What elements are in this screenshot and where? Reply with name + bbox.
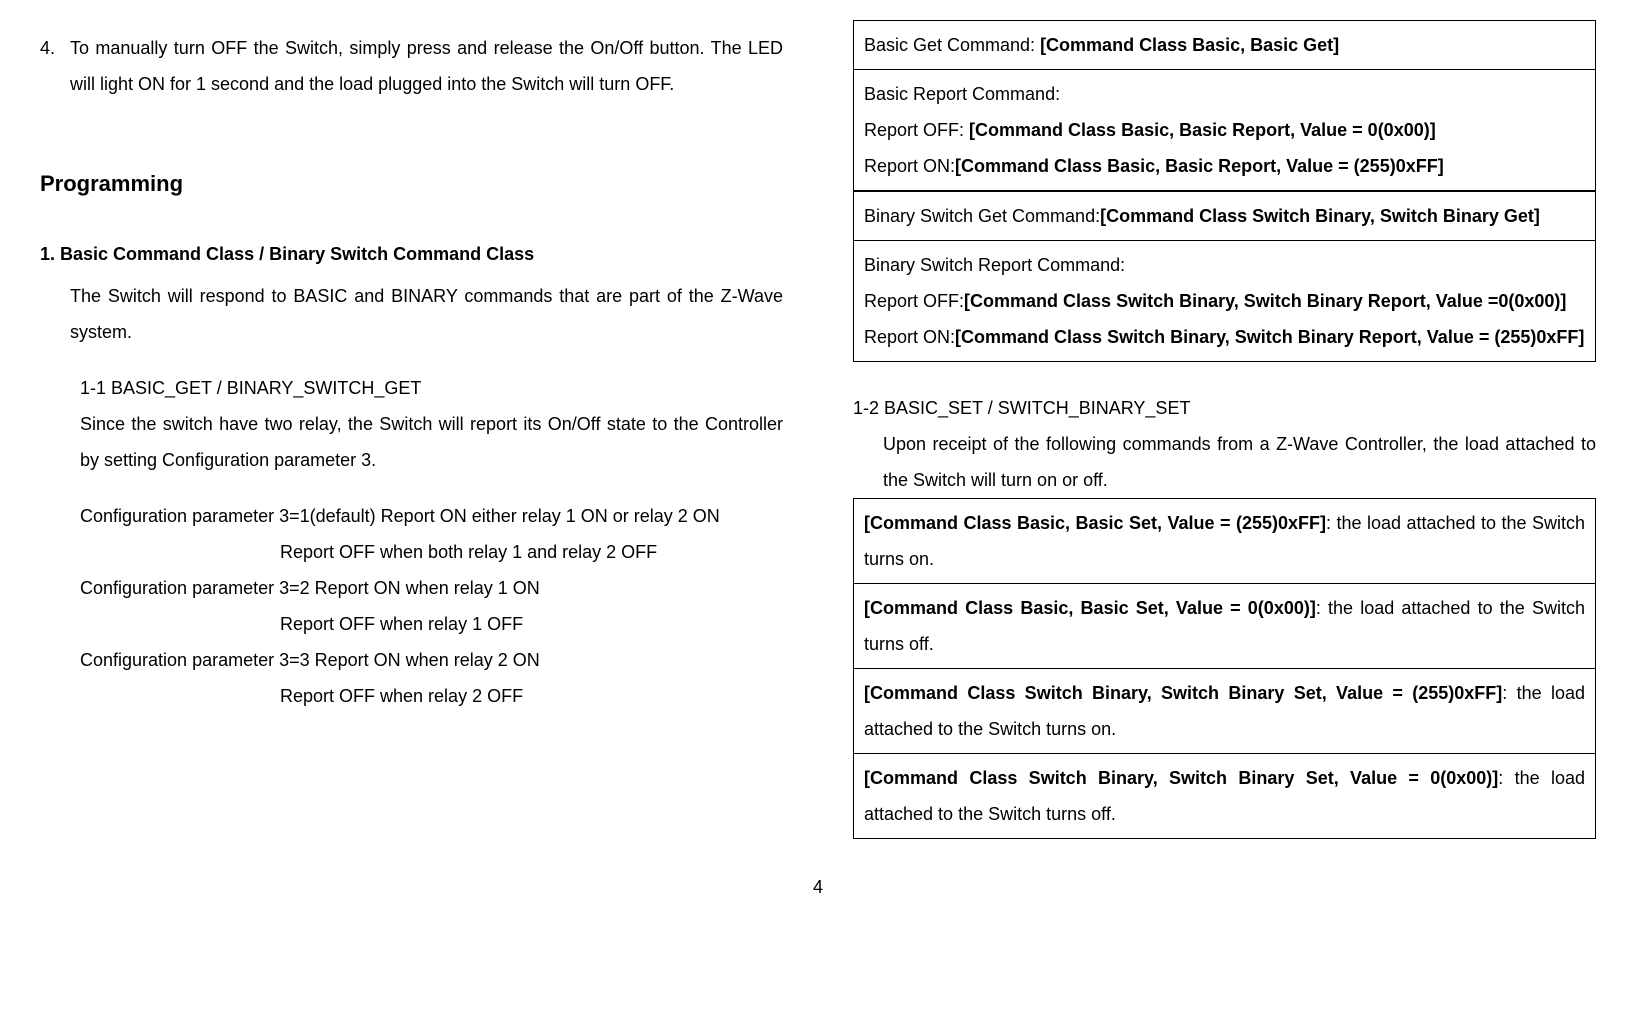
basic-get-command: [Command Class Basic, Basic Get] <box>1040 35 1339 55</box>
binary-set-off-command: [Command Class Switch Binary, Switch Bin… <box>864 768 1498 788</box>
basic-command-table: Basic Get Command: [Command Class Basic,… <box>853 20 1596 191</box>
programming-heading: Programming <box>40 162 783 206</box>
right-column: Basic Get Command: [Command Class Basic,… <box>853 20 1596 839</box>
basic-report-label: Basic Report Command: <box>864 76 1585 112</box>
table-row: Basic Get Command: [Command Class Basic,… <box>854 21 1596 70</box>
binary-switch-table: Binary Switch Get Command:[Command Class… <box>853 191 1596 362</box>
table-row: Binary Switch Get Command:[Command Class… <box>854 192 1596 241</box>
sub-1-2-heading: 1-2 BASIC_SET / SWITCH_BINARY_SET <box>853 390 1596 426</box>
list-item-4: 4. To manually turn OFF the Switch, simp… <box>40 30 783 102</box>
table-row: [Command Class Switch Binary, Switch Bin… <box>854 669 1596 754</box>
binary-report-off-prefix: Report OFF: <box>864 291 964 311</box>
config-3-line2: Report OFF when relay 2 OFF <box>280 678 783 714</box>
sub-1-1-para: Since the switch have two relay, the Swi… <box>80 406 783 478</box>
table-row: Basic Report Command: Report OFF: [Comma… <box>854 70 1596 191</box>
binary-report-on-prefix: Report ON: <box>864 327 955 347</box>
binary-report-off-command: [Command Class Switch Binary, Switch Bin… <box>964 291 1566 311</box>
binary-get-prefix: Binary Switch Get Command: <box>864 206 1100 226</box>
table-row: [Command Class Basic, Basic Set, Value =… <box>854 499 1596 584</box>
config-1-line2: Report OFF when both relay 1 and relay 2… <box>280 534 783 570</box>
table-row: [Command Class Basic, Basic Set, Value =… <box>854 584 1596 669</box>
binary-report-label: Binary Switch Report Command: <box>864 247 1585 283</box>
binary-set-on-command: [Command Class Switch Binary, Switch Bin… <box>864 683 1502 703</box>
config-3-line1: Configuration parameter 3=3 Report ON wh… <box>80 642 783 678</box>
list-item-4-text: To manually turn OFF the Switch, simply … <box>70 30 783 102</box>
binary-get-command: [Command Class Switch Binary, Switch Bin… <box>1100 206 1540 226</box>
config-1-line1: Configuration parameter 3=1(default) Rep… <box>80 498 783 534</box>
sub-1-1-heading: 1-1 BASIC_GET / BINARY_SWITCH_GET <box>80 370 783 406</box>
list-number: 4. <box>40 30 70 102</box>
report-on-prefix: Report ON: <box>864 156 955 176</box>
config-2-line1: Configuration parameter 3=2 Report ON wh… <box>80 570 783 606</box>
config-2-line2: Report OFF when relay 1 OFF <box>280 606 783 642</box>
report-on-command: [Command Class Basic, Basic Report, Valu… <box>955 156 1444 176</box>
binary-report-on-command: [Command Class Switch Binary, Switch Bin… <box>955 327 1584 347</box>
section-1-para: The Switch will respond to BASIC and BIN… <box>70 278 783 350</box>
table-row: Binary Switch Report Command: Report OFF… <box>854 241 1596 362</box>
basic-set-off-command: [Command Class Basic, Basic Set, Value =… <box>864 598 1316 618</box>
set-commands-table: [Command Class Basic, Basic Set, Value =… <box>853 498 1596 839</box>
basic-set-on-command: [Command Class Basic, Basic Set, Value =… <box>864 513 1326 533</box>
report-off-prefix: Report OFF: <box>864 120 969 140</box>
sub-1-2-para: Upon receipt of the following commands f… <box>883 426 1596 498</box>
report-off-command: [Command Class Basic, Basic Report, Valu… <box>969 120 1436 140</box>
section-1-heading: 1. Basic Command Class / Binary Switch C… <box>40 236 783 272</box>
left-column: 4. To manually turn OFF the Switch, simp… <box>40 20 783 839</box>
basic-get-prefix: Basic Get Command: <box>864 35 1040 55</box>
table-row: [Command Class Switch Binary, Switch Bin… <box>854 754 1596 839</box>
page-number: 4 <box>40 869 1596 905</box>
